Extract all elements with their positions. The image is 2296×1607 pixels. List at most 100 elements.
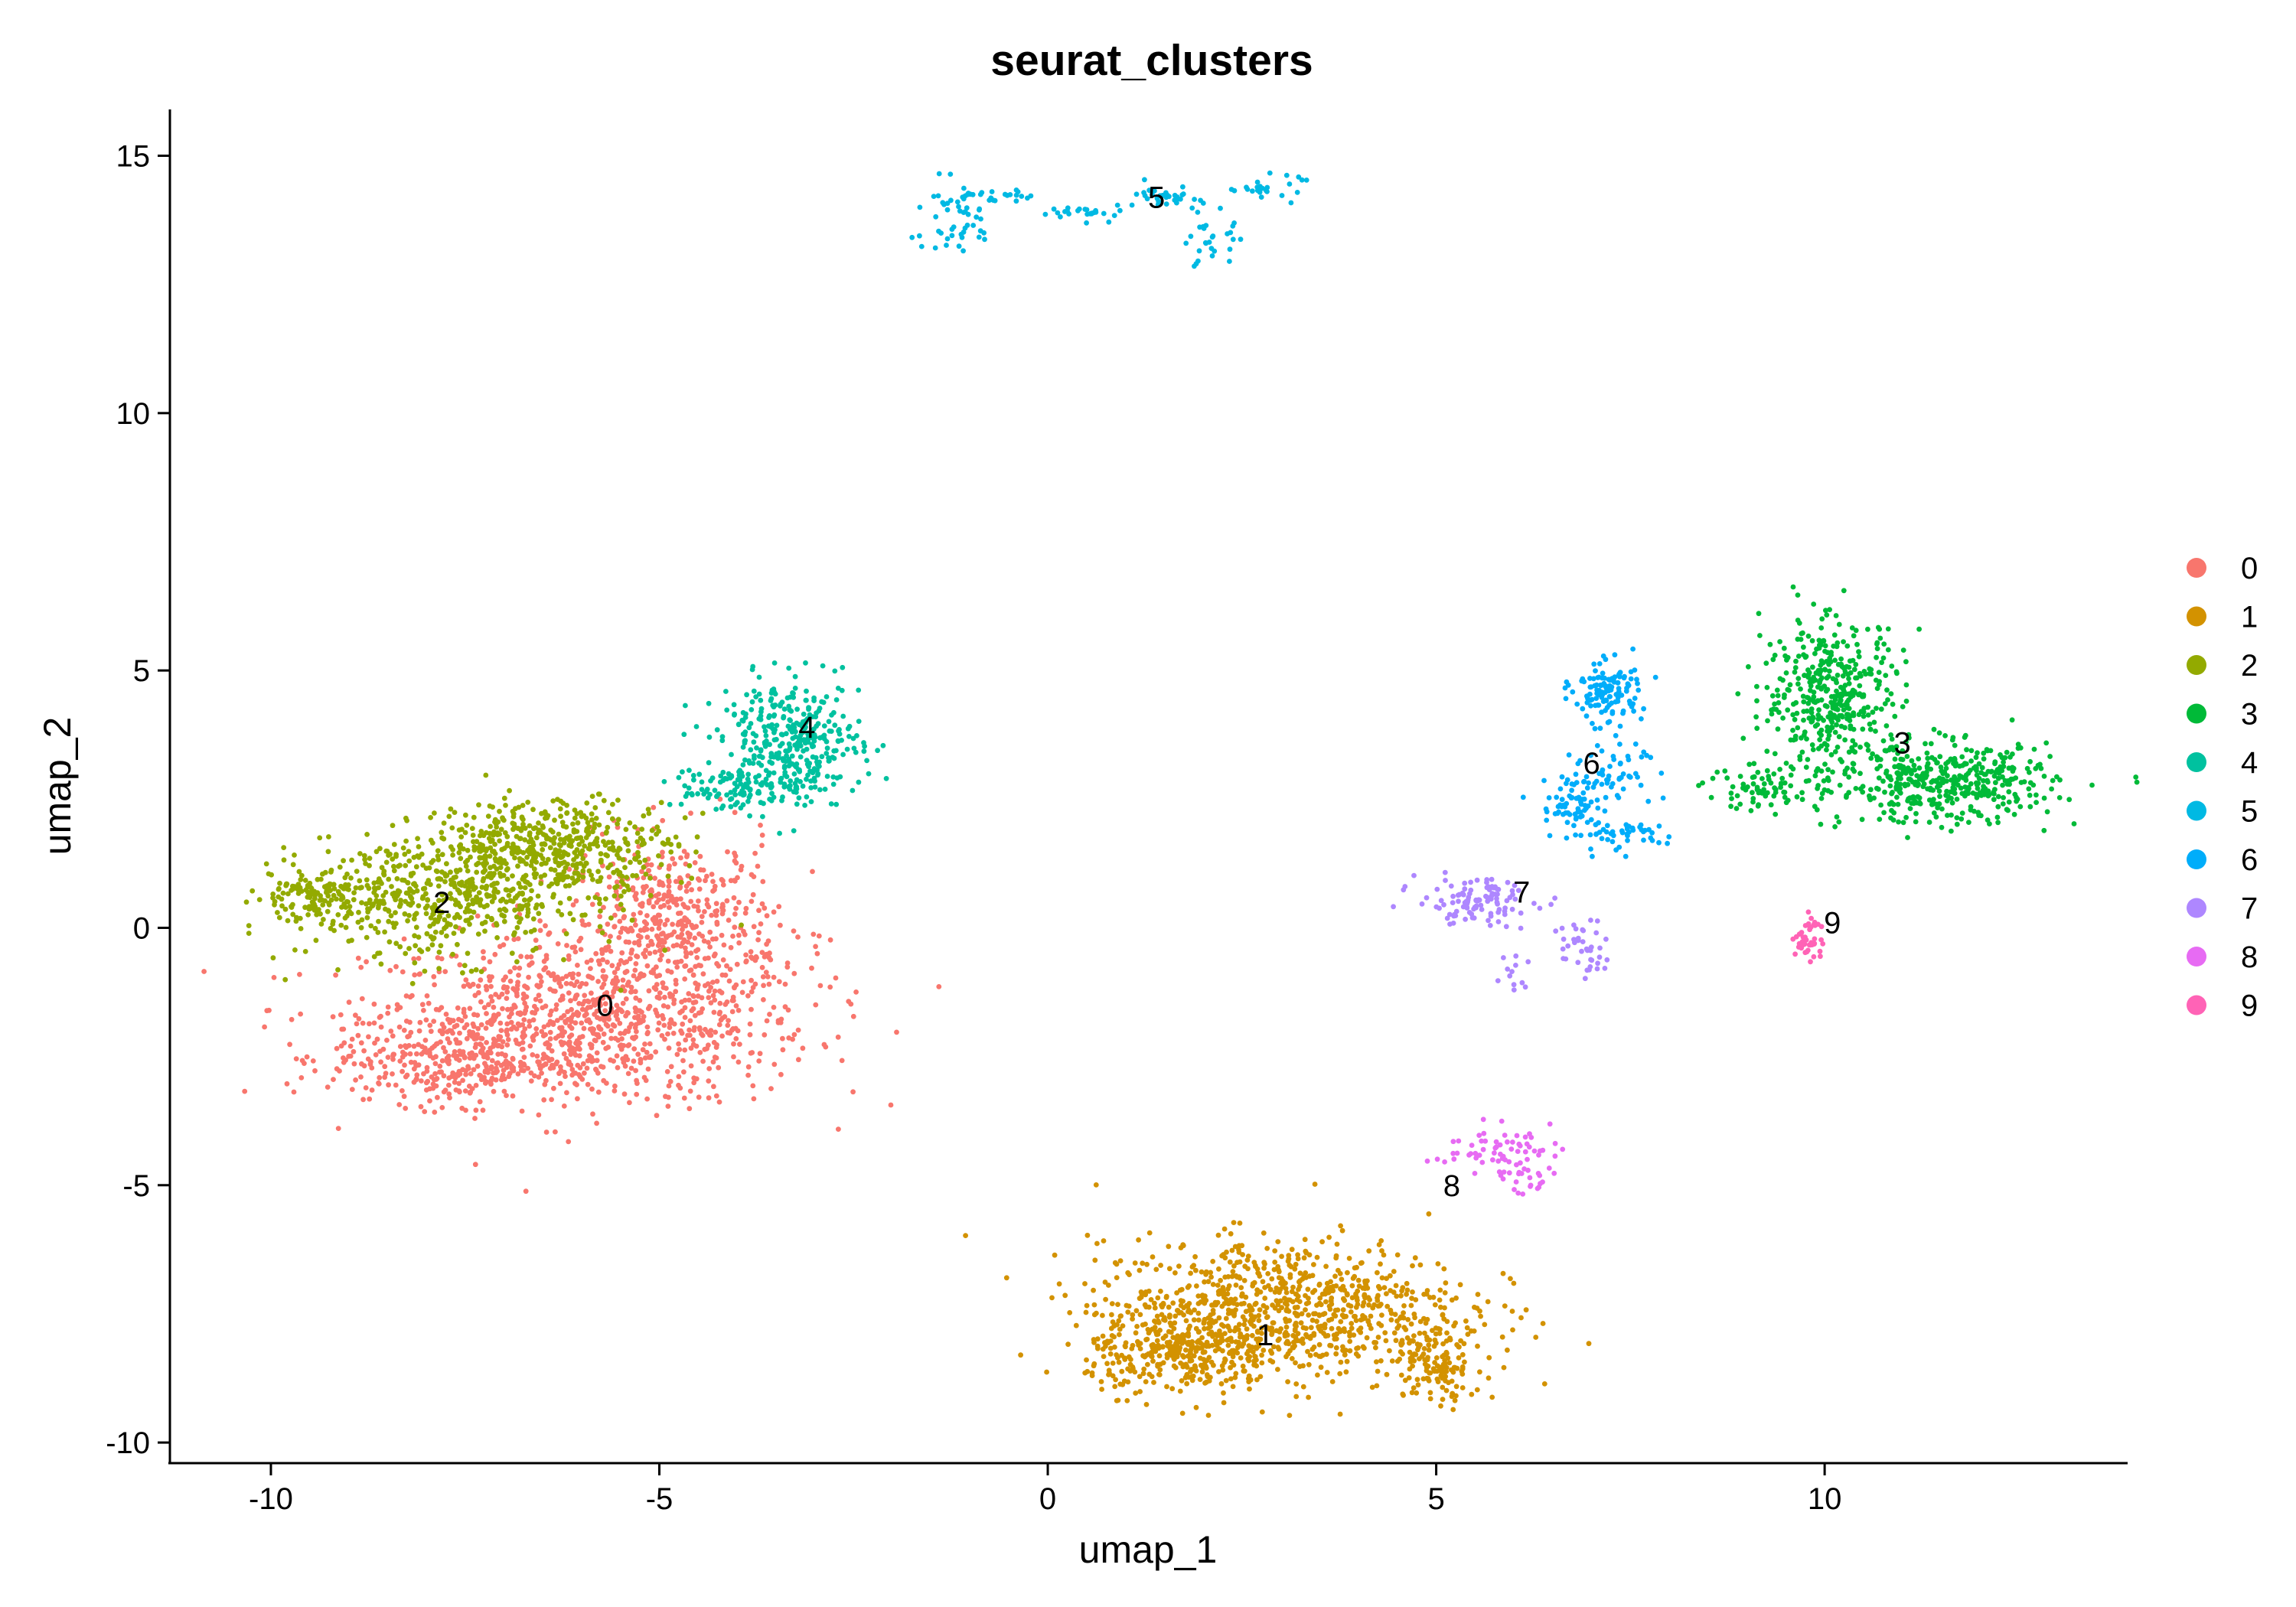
point: [1316, 1341, 1322, 1348]
point: [452, 898, 458, 903]
point: [657, 947, 663, 953]
point: [676, 843, 682, 849]
point: [546, 970, 551, 976]
point: [644, 921, 650, 927]
point: [660, 849, 665, 856]
point: [561, 1051, 567, 1057]
point: [1245, 1356, 1251, 1362]
point: [1252, 1263, 1258, 1269]
point: [1113, 1377, 1118, 1383]
point: [1846, 676, 1851, 682]
point: [1230, 1384, 1236, 1390]
point: [531, 927, 537, 933]
point: [1158, 1289, 1163, 1294]
point: [1432, 1360, 1437, 1365]
point: [1878, 802, 1884, 808]
point: [1842, 683, 1848, 688]
point: [1388, 1273, 1393, 1279]
point: [542, 860, 547, 866]
point: [605, 810, 612, 816]
point: [442, 917, 448, 923]
point: [1091, 1361, 1097, 1367]
point: [417, 947, 422, 953]
point: [1358, 1260, 1364, 1266]
point: [1067, 1310, 1073, 1315]
point: [1353, 1318, 1359, 1323]
point: [1110, 1319, 1116, 1325]
point: [1427, 1390, 1433, 1396]
point: [1401, 1392, 1406, 1398]
point: [1171, 1348, 1177, 1354]
point: [1101, 1354, 1107, 1359]
point: [481, 863, 488, 869]
point: [397, 1058, 403, 1064]
point: [1805, 633, 1812, 639]
point: [833, 975, 839, 981]
point: [654, 982, 660, 987]
point: [377, 878, 383, 885]
point: [712, 988, 718, 994]
point: [1197, 1377, 1203, 1382]
point: [400, 969, 406, 975]
point: [400, 877, 405, 883]
point: [545, 1055, 551, 1061]
point: [670, 921, 675, 927]
point: [472, 1116, 478, 1121]
point: [592, 895, 598, 901]
point: [456, 827, 462, 833]
point: [503, 908, 509, 914]
point: [645, 1066, 651, 1072]
point: [617, 918, 623, 924]
point: [491, 832, 496, 838]
point: [397, 944, 403, 950]
point: [522, 837, 528, 843]
point: [605, 1045, 612, 1050]
point: [553, 1061, 559, 1067]
point: [1905, 835, 1910, 840]
point: [425, 897, 430, 903]
point: [1262, 1296, 1268, 1301]
point: [292, 947, 298, 953]
point: [1221, 1323, 1227, 1329]
point: [1794, 710, 1800, 716]
point: [645, 943, 651, 949]
point: [1776, 700, 1782, 706]
point: [1936, 730, 1942, 736]
point: [1773, 706, 1779, 712]
point: [422, 905, 429, 911]
point: [1265, 1271, 1271, 1276]
point: [1586, 1341, 1592, 1347]
point: [1210, 1334, 1215, 1339]
point: [1133, 1390, 1139, 1396]
point: [732, 924, 738, 931]
point: [1104, 1361, 1110, 1367]
point: [1112, 1345, 1117, 1350]
point: [735, 1059, 742, 1065]
point: [704, 873, 709, 879]
point: [491, 1014, 497, 1020]
point: [1195, 1317, 1202, 1323]
point: [720, 904, 726, 909]
point: [439, 1069, 444, 1075]
point: [569, 1006, 574, 1012]
point: [638, 972, 643, 977]
point: [461, 1006, 467, 1012]
point: [498, 826, 504, 833]
point: [573, 1046, 579, 1051]
point: [547, 1029, 553, 1035]
point: [648, 938, 654, 944]
point: [1410, 1353, 1415, 1359]
point: [632, 989, 638, 995]
point: [1465, 1332, 1471, 1337]
point: [2017, 804, 2024, 810]
point: [1896, 819, 1902, 825]
point: [464, 823, 470, 828]
point: [1394, 1318, 1400, 1324]
point: [712, 997, 718, 1003]
point: [448, 877, 454, 883]
point: [413, 883, 419, 889]
point: [719, 1033, 725, 1039]
point: [555, 941, 561, 947]
point: [2010, 751, 2015, 757]
point: [577, 984, 582, 989]
